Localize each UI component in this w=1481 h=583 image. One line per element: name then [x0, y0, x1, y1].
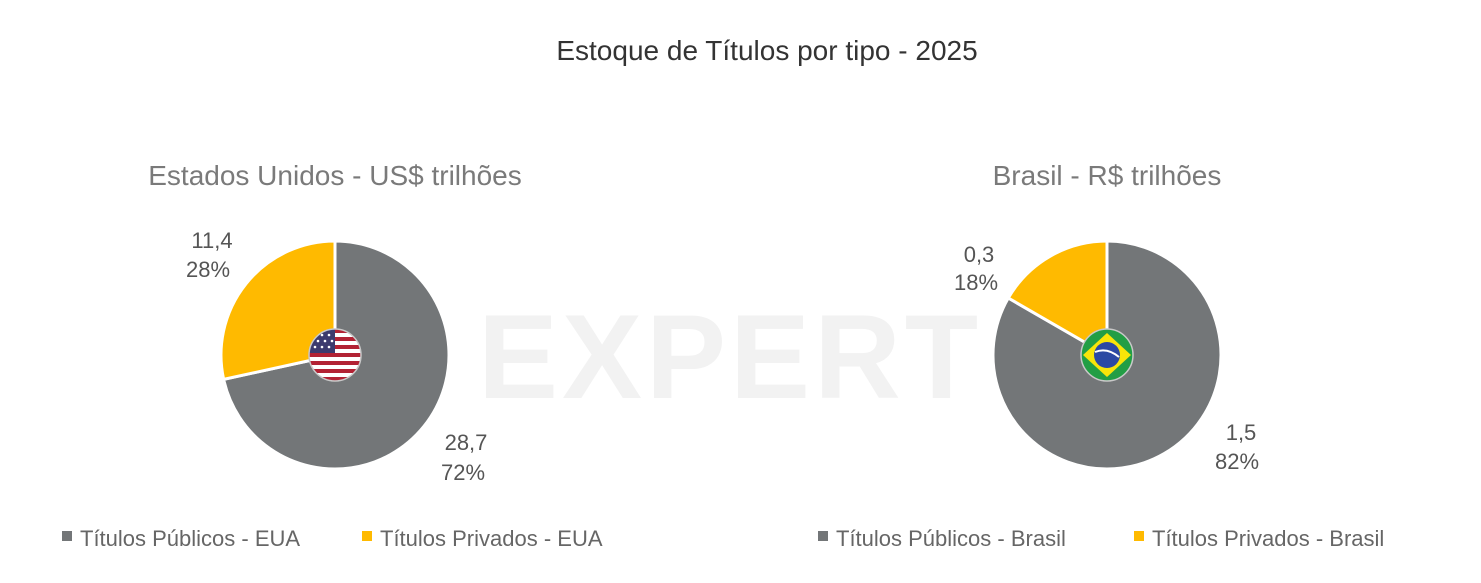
pie-title-brazil: Brasil - R$ trilhões [993, 160, 1222, 191]
data-label-percent-brazil-public: 82% [1215, 449, 1259, 474]
brazil-flag-icon [1080, 328, 1134, 382]
legend-label-usa-private: Títulos Privados - EUA [380, 526, 603, 551]
legend-swatch-brazil-private [1134, 531, 1144, 541]
legend-brazil: Títulos Públicos - Brasil Títulos Privad… [818, 526, 1384, 551]
data-label-percent-usa-public: 72% [441, 460, 485, 485]
pie-slice-brazil-private [1006, 239, 1109, 358]
data-label-value-usa-private: 11,4 [191, 228, 232, 253]
data-label-value-brazil-public: 1,5 [1226, 420, 1257, 445]
data-label-value-usa-public: 28,7 [445, 430, 488, 455]
legend-swatch-brazil-public [818, 531, 828, 541]
legend-swatch-usa-private [362, 531, 372, 541]
legend-usa: Títulos Públicos - EUA Títulos Privados … [62, 526, 603, 551]
legend-label-usa-public: Títulos Públicos - EUA [80, 526, 300, 551]
data-label-percent-usa-private: 28% [186, 257, 230, 282]
chart-title: Estoque de Títulos por tipo - 2025 [556, 35, 977, 66]
data-label-percent-brazil-private: 18% [954, 270, 998, 295]
legend-label-brazil-private: Títulos Privados - Brasil [1152, 526, 1384, 551]
pie-slice-usa-private [219, 239, 337, 382]
pie-title-usa: Estados Unidos - US$ trilhões [148, 160, 522, 191]
watermark: EXPERT [478, 290, 982, 424]
legend-swatch-usa-public [62, 531, 72, 541]
usa-flag-icon [308, 328, 362, 382]
data-label-value-brazil-private: 0,3 [964, 242, 995, 267]
legend-label-brazil-public: Títulos Públicos - Brasil [836, 526, 1066, 551]
